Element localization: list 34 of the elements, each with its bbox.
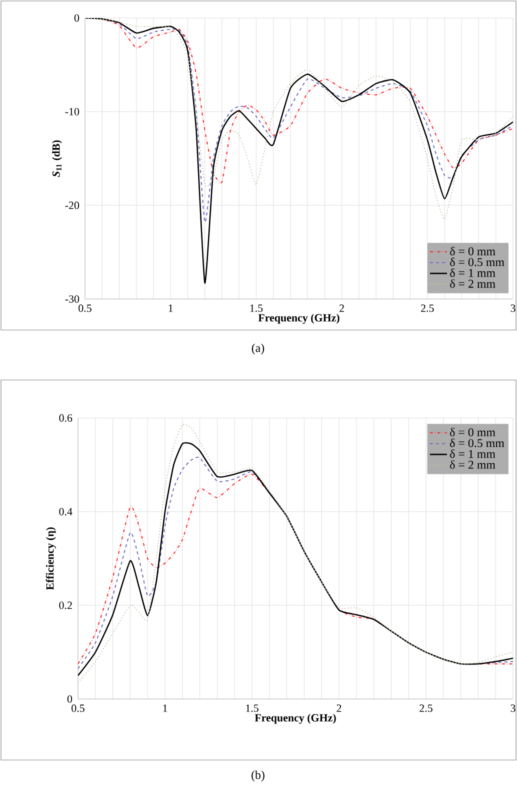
- x-tick-label: 1: [168, 304, 173, 312]
- legend-label: δ = 2 mm: [450, 279, 496, 288]
- x-tick-label: 2.5: [420, 704, 432, 712]
- legend-label: δ = 0.5 mm: [450, 438, 504, 448]
- legend-label: δ = 1 mm: [450, 449, 496, 458]
- y-tick-label: 0.4: [59, 508, 72, 516]
- y-tick-label: 0: [74, 14, 80, 22]
- x-tick-label: 2.5: [421, 304, 434, 312]
- y-tick-label: 0.2: [59, 602, 72, 610]
- y-axis-title: S$_{11}$ (dB): [52, 140, 62, 177]
- x-tick-label: 2: [336, 704, 342, 712]
- x-tick-label: 3: [510, 704, 516, 712]
- x-tick-label: 1.5: [246, 704, 258, 712]
- legend-label: δ = 1 mm: [450, 268, 496, 277]
- y-tick-label: -10: [65, 108, 80, 116]
- x-tick-label: 1.5: [250, 304, 263, 312]
- legend-label: δ = 2 mm: [450, 460, 496, 469]
- y-tick-label: -30: [65, 295, 80, 303]
- y-tick-label: -20: [65, 202, 80, 210]
- x-tick-label: 0.5: [72, 704, 84, 712]
- x-axis-title: Frequency (GHz): [254, 714, 336, 724]
- x-tick-label: 2: [340, 304, 344, 312]
- y-tick-label: 0: [67, 695, 72, 703]
- y-axis-title: Efficiency (η): [46, 527, 56, 590]
- y-tick-label: 0.6: [59, 414, 72, 422]
- legend-label: δ = 0.5 mm: [450, 258, 504, 266]
- x-tick-label: 0.5: [78, 304, 92, 312]
- x-axis-title: Frequency (GHz): [258, 314, 340, 324]
- legend-label: δ = 0 mm: [450, 428, 496, 436]
- legend-label: δ = 0 mm: [450, 246, 496, 256]
- x-tick-label: 3: [510, 304, 516, 312]
- x-tick-label: 1: [163, 704, 168, 712]
- text: (b): [252, 770, 264, 782]
- text: (a): [252, 344, 264, 354]
